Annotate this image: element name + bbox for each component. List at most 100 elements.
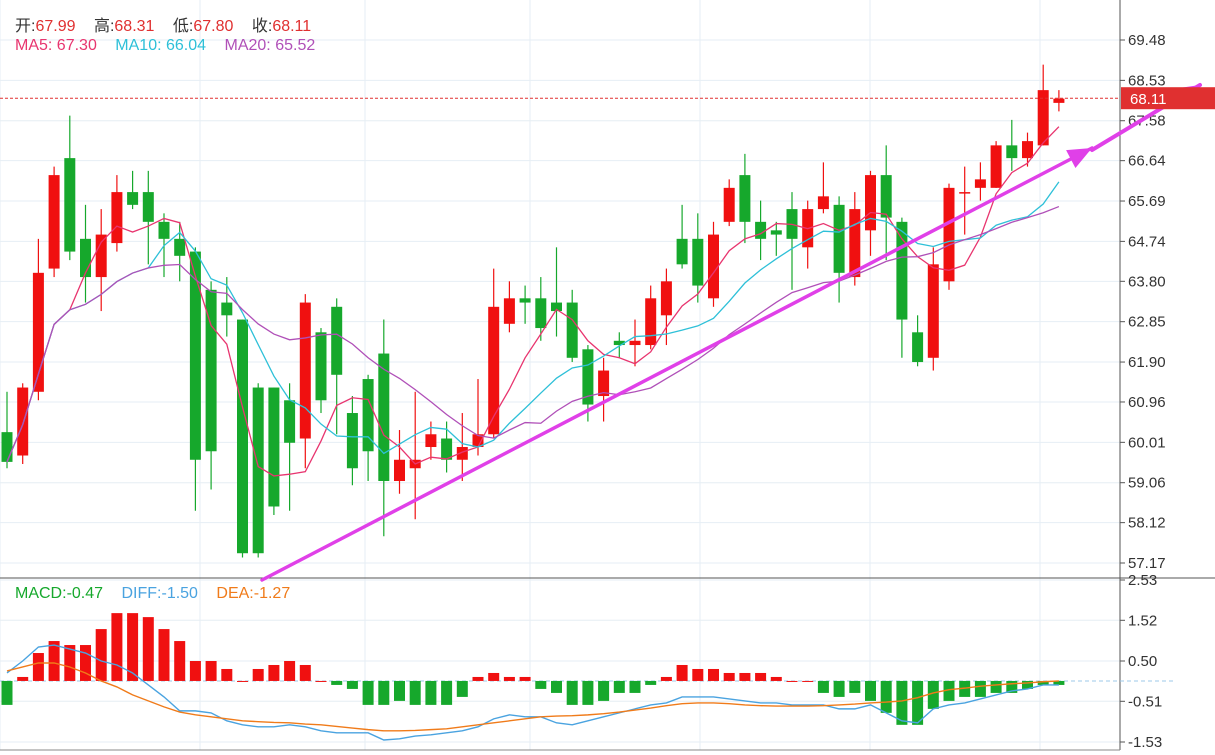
macd-bar xyxy=(174,641,186,681)
diff-label: DIFF: xyxy=(121,585,162,602)
candle-body xyxy=(865,175,876,231)
macd-bar xyxy=(943,680,955,701)
candle-body xyxy=(974,179,986,188)
macd-bar xyxy=(786,680,798,682)
macd-bar xyxy=(739,672,751,681)
candle-body xyxy=(1022,141,1033,159)
candle-body xyxy=(1053,98,1065,103)
low-label: 低: xyxy=(172,18,194,35)
macd-bar xyxy=(409,680,421,705)
candle-body xyxy=(755,221,767,239)
ma20-value: 65.52 xyxy=(275,37,316,54)
candle-body xyxy=(252,387,264,554)
close-label: 收: xyxy=(251,18,273,35)
macd-tick-label: 2.53 xyxy=(1128,572,1157,589)
candle-body xyxy=(943,187,955,282)
macd-bar xyxy=(519,676,531,681)
candle-body xyxy=(896,221,908,320)
price-tick-label: 68.53 xyxy=(1128,72,1166,89)
price-tick-label: 69.48 xyxy=(1128,32,1166,49)
candle-body xyxy=(817,196,829,210)
dea-label: DEA: xyxy=(216,585,254,602)
price-tick-label: 62.85 xyxy=(1128,314,1166,331)
macd-bar xyxy=(503,676,515,681)
macd-bar xyxy=(456,680,468,697)
high-label: 高: xyxy=(93,18,115,35)
macd-bar xyxy=(582,680,594,705)
macd-bar xyxy=(912,680,924,725)
candle-body xyxy=(127,192,139,205)
macd-bar xyxy=(48,641,60,681)
candle-body xyxy=(32,272,44,392)
macd-bar xyxy=(959,680,971,697)
candle-body xyxy=(660,281,672,316)
candle-body xyxy=(708,234,719,299)
candle-body xyxy=(912,332,924,363)
macd-bar xyxy=(362,680,374,705)
macd-bar xyxy=(708,668,719,681)
macd-bar xyxy=(1022,680,1033,689)
macd-bar xyxy=(472,676,484,681)
macd-bar xyxy=(723,672,735,681)
macd-bar xyxy=(189,661,201,681)
macd-bar xyxy=(299,664,311,681)
macd-bar xyxy=(770,676,782,681)
macd-bar xyxy=(205,661,217,681)
candle-body xyxy=(205,289,217,452)
macd-bar xyxy=(629,680,641,693)
macd-bar xyxy=(488,672,500,681)
candle-body xyxy=(346,413,358,469)
ohlc-legend: 开:67.99 高:68.31 低:67.80 收:68.11 xyxy=(15,12,311,36)
candle-body xyxy=(378,353,390,482)
macd-bar xyxy=(237,680,248,682)
macd-histogram xyxy=(0,613,1175,725)
macd-bar xyxy=(315,680,327,682)
candle-body xyxy=(237,319,248,554)
macd-tick-label: -0.51 xyxy=(1128,693,1162,710)
macd-bar xyxy=(896,680,908,725)
macd-bar xyxy=(974,680,986,697)
macd-bar xyxy=(598,680,610,701)
macd-bar xyxy=(865,680,876,701)
diff-value: -1.50 xyxy=(161,585,198,602)
macd-bar xyxy=(613,680,625,693)
candle-body xyxy=(331,306,343,375)
macd-bar xyxy=(32,653,44,681)
macd-bar xyxy=(755,672,767,681)
macd-tick-label: 1.52 xyxy=(1128,612,1157,629)
candle-body xyxy=(284,400,296,443)
candle-body xyxy=(268,387,280,507)
macd-bar xyxy=(692,668,704,681)
candle-body xyxy=(645,298,657,346)
candlestick-series xyxy=(1,64,1065,558)
macd-bar xyxy=(817,680,829,693)
last-price-label: 68.11 xyxy=(1130,91,1166,108)
candle-body xyxy=(849,209,861,278)
macd-bar xyxy=(676,664,688,681)
candle-body xyxy=(394,459,405,482)
ma20-label: MA20: xyxy=(224,37,271,54)
macd-bar xyxy=(425,680,437,705)
candle-body xyxy=(959,192,971,194)
trend-arrow-lower-head xyxy=(1066,148,1092,169)
macd-tick-label: 0.50 xyxy=(1128,653,1157,670)
candle-body xyxy=(692,238,704,286)
candle-body xyxy=(566,302,578,358)
macd-bar xyxy=(127,613,139,681)
macd-bar xyxy=(64,645,76,681)
ma5-value: 67.30 xyxy=(56,37,97,54)
macd-bar xyxy=(645,680,657,685)
macd-bar xyxy=(927,680,939,709)
candle-body xyxy=(582,349,594,405)
candle-body xyxy=(299,302,311,439)
price-tick-label: 59.06 xyxy=(1128,475,1166,492)
candle-body xyxy=(441,438,453,460)
macd-bar xyxy=(284,661,296,681)
candle-body xyxy=(48,175,60,269)
candle-body xyxy=(472,434,484,448)
candle-body xyxy=(1037,90,1049,146)
last-price-marker: 68.11 xyxy=(0,87,1215,110)
candle-body xyxy=(1006,145,1018,159)
